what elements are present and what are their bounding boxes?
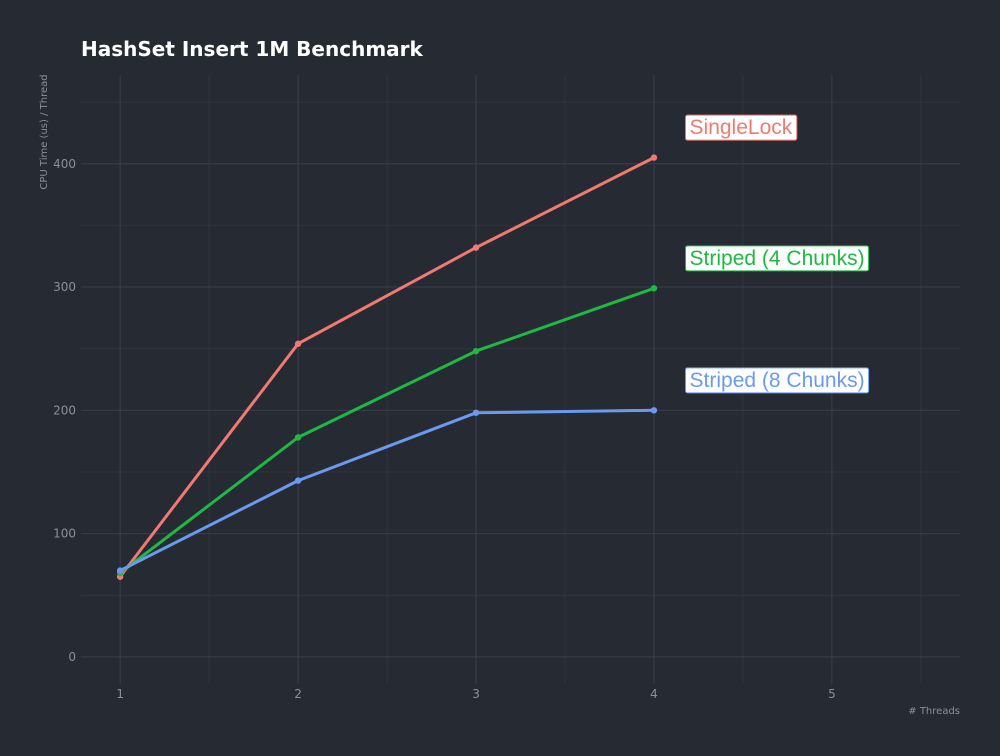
series-label-text: Striped (8 Chunks) (690, 369, 865, 392)
y-tick-label: 0 (68, 650, 76, 664)
y-axis-label: CPU Time (us) / Thread (39, 74, 50, 189)
data-point (472, 347, 480, 355)
series-line-striped-8-chunks (118, 408, 656, 573)
series-label-text: Striped (4 Chunks) (690, 247, 865, 270)
x-tick-label: 1 (116, 687, 124, 701)
series-label-box (685, 114, 798, 141)
data-point (294, 434, 302, 441)
data-point (650, 154, 658, 161)
series-line-singlelock (118, 156, 656, 579)
y-tick-label: 300 (53, 280, 76, 294)
data-point (294, 477, 302, 484)
data-point (472, 409, 480, 416)
data-point (650, 285, 658, 292)
y-tick-label: 100 (53, 527, 76, 541)
chart-title: HashSet Insert 1M Benchmark (81, 37, 424, 61)
series-labels: SingleLock Striped (4 Chunks) Striped (8 C… (685, 114, 870, 394)
x-tick-label: 3 (472, 687, 480, 701)
data-point (650, 407, 658, 414)
x-tick-label: 5 (828, 687, 836, 701)
series-label-singlelock: SingleLock (685, 114, 798, 141)
data-point (294, 340, 302, 347)
series-striped-8-chunks (116, 407, 658, 574)
series-label-box (685, 367, 870, 394)
series-group (116, 154, 658, 580)
x-tick-label: 2 (294, 687, 302, 701)
x-tick-label: 4 (650, 687, 658, 701)
axis-ticks: 1 2 3 4 5 0 100 200 300 400 (53, 157, 836, 701)
x-axis-label: # Threads (908, 706, 960, 717)
series-label-striped-8-chunks: Striped (8 Chunks) (685, 367, 870, 394)
data-point (472, 244, 480, 251)
series-label-text: SingleLock (690, 116, 793, 139)
series-label-box (685, 245, 870, 272)
series-line-striped-4-chunks (118, 286, 656, 575)
y-tick-label: 400 (53, 157, 76, 171)
series-label-striped-4-chunks: Striped (4 Chunks) (685, 245, 870, 272)
y-tick-label: 200 (53, 403, 76, 417)
data-point (116, 567, 124, 574)
